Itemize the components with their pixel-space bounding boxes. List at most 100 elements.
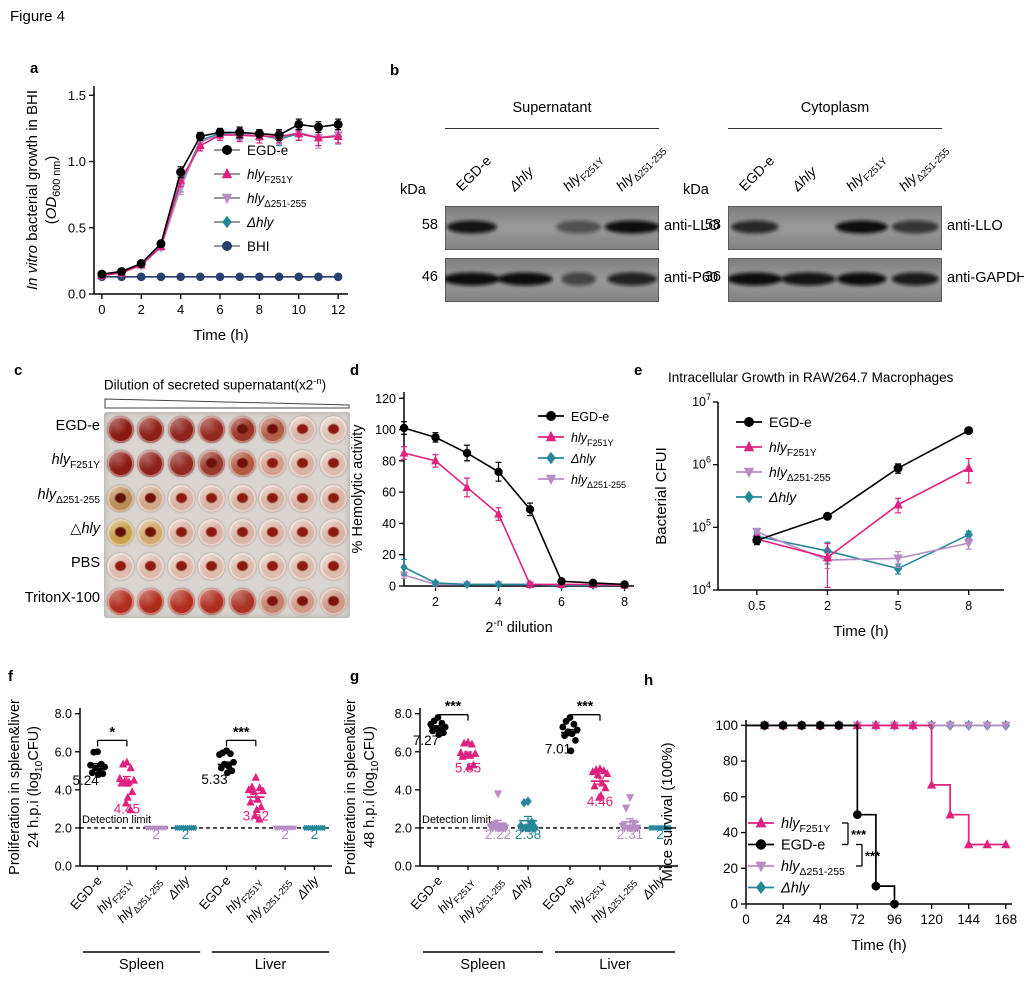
- svg-text:120: 120: [375, 392, 396, 406]
- rbc-pellet: [145, 561, 157, 572]
- svg-text:106: 106: [692, 455, 711, 472]
- plate-well: [137, 587, 165, 615]
- rbc-pellet: [267, 595, 278, 606]
- svg-text:0.5: 0.5: [68, 220, 86, 235]
- plate-row-label: EGD-e: [55, 418, 100, 434]
- svg-text:1.0: 1.0: [68, 154, 86, 169]
- svg-text:7.01: 7.01: [545, 742, 571, 757]
- svg-text:hlyF251Y: hlyF251Y: [769, 439, 817, 459]
- svg-text:168: 168: [995, 912, 1018, 927]
- rbc-pellet: [175, 561, 187, 572]
- svg-text:120: 120: [920, 912, 943, 927]
- panel-e-label: e: [634, 362, 643, 379]
- svg-text:5.24: 5.24: [72, 773, 99, 788]
- svg-text:8.0: 8.0: [55, 707, 72, 721]
- svg-text:0: 0: [730, 897, 738, 912]
- svg-text:hlyΔ251-255: hlyΔ251-255: [247, 191, 306, 210]
- svg-text:40: 40: [382, 517, 396, 531]
- svg-text:Time (h): Time (h): [193, 327, 248, 344]
- plate-well: [259, 587, 286, 615]
- plate-well: [228, 450, 256, 478]
- svg-text:***: ***: [233, 723, 250, 739]
- svg-text:4.46: 4.46: [587, 794, 613, 809]
- plate-row-label: hlyF251Y: [51, 452, 100, 472]
- svg-text:hlyF251Y: hlyF251Y: [571, 431, 614, 448]
- rbc-pellet: [206, 526, 218, 537]
- svg-text:12: 12: [331, 302, 345, 317]
- panel-b-label: b: [390, 62, 400, 79]
- svg-text:100: 100: [375, 423, 396, 437]
- rbc-pellet: [236, 458, 248, 469]
- svg-text:Time (h): Time (h): [833, 623, 888, 640]
- svg-text:Spleen: Spleen: [119, 957, 164, 973]
- lane-label: hlyF251Y: [559, 155, 607, 194]
- svg-text:6: 6: [216, 302, 223, 317]
- svg-text:hlyΔ251-255: hlyΔ251-255: [769, 464, 831, 484]
- svg-text:EGD-e: EGD-e: [571, 410, 609, 424]
- svg-text:10: 10: [292, 302, 306, 317]
- svg-text:EGD-e: EGD-e: [769, 414, 812, 430]
- svg-text:1.5: 1.5: [68, 88, 86, 103]
- plate-row-label: TritonX-100: [24, 589, 100, 606]
- svg-text:40: 40: [723, 825, 738, 840]
- svg-text:4.0: 4.0: [395, 783, 412, 797]
- plate-well: [319, 416, 347, 443]
- kda-value: 58: [421, 217, 438, 233]
- svg-text:24: 24: [776, 912, 792, 927]
- svg-text:Detection limit: Detection limit: [82, 814, 151, 826]
- lane-label: EGD-e: [452, 152, 495, 194]
- svg-text:Liver: Liver: [255, 957, 287, 973]
- dilution-wedge-icon: [104, 398, 350, 409]
- svg-text:Δhly: Δhly: [506, 872, 536, 903]
- mice-survival-chart: 0 24 48 72 96 120 144 168 0 20 40 60 80 100 Time (h) Mi…: [659, 718, 1018, 954]
- svg-text:Δhly: Δhly: [780, 881, 810, 897]
- svg-text:In vitro bacterial growth in B: In vitro bacterial growth in BHI: [24, 90, 41, 290]
- plate-well: [107, 450, 134, 478]
- plate-well: [167, 416, 195, 443]
- lane-label: hlyF251Y: [842, 155, 890, 194]
- svg-text:80: 80: [723, 754, 738, 769]
- cytoplasm-blot: Cytoplasm EGD-e Δhly hlyF251Y hlyΔ251-255 kDa…: [683, 78, 1024, 318]
- svg-text:6.0: 6.0: [55, 745, 72, 759]
- plate-well: [259, 450, 286, 478]
- svg-text:2.38: 2.38: [515, 827, 541, 842]
- svg-text:2: 2: [311, 827, 319, 842]
- rbc-pellet: [115, 526, 126, 537]
- rbc-pellet: [297, 424, 309, 434]
- svg-text:8.0: 8.0: [395, 707, 412, 721]
- rbc-pellet: [267, 424, 278, 434]
- blot-title-underline: [445, 128, 659, 129]
- svg-text:EGD-e: EGD-e: [247, 143, 288, 158]
- plate-well: [289, 416, 317, 443]
- plate-well: [167, 518, 195, 546]
- svg-text:Δhly: Δhly: [164, 872, 194, 903]
- plate-well: [167, 553, 195, 581]
- svg-text:2: 2: [182, 827, 190, 842]
- svg-text:100: 100: [715, 718, 738, 733]
- plate-well: [319, 587, 347, 615]
- antibody-label: anti-GAPDH: [947, 270, 1024, 286]
- rbc-pellet: [175, 526, 187, 537]
- svg-text:60: 60: [723, 789, 738, 804]
- svg-text:Intracellular Growth in RAW264: Intracellular Growth in RAW264.7 Macroph…: [668, 370, 954, 385]
- kda-value: 58: [704, 217, 721, 233]
- rbc-pellet: [327, 526, 339, 537]
- rbc-pellet: [327, 595, 339, 606]
- svg-text:hlyΔ251-255: hlyΔ251-255: [571, 473, 626, 490]
- svg-text:7.27: 7.27: [413, 733, 439, 748]
- svg-text:20: 20: [723, 861, 738, 876]
- svg-text:Δhly: Δhly: [570, 452, 596, 466]
- svg-text:Proliferation in spleen&liver: Proliferation in spleen&liver: [343, 699, 359, 875]
- svg-text:4.45: 4.45: [114, 802, 140, 817]
- rbc-pellet: [145, 492, 157, 503]
- plate-row-label: hlyΔ251-255: [37, 486, 100, 506]
- rbc-pellet: [327, 561, 339, 572]
- antibody-label: anti-LLO: [664, 218, 720, 234]
- plate-well: [228, 518, 256, 546]
- panel-d-label: d: [350, 362, 360, 379]
- svg-text:144: 144: [957, 912, 980, 927]
- svg-text:4.0: 4.0: [55, 783, 72, 797]
- svg-text:96: 96: [887, 912, 902, 927]
- svg-text:6: 6: [558, 595, 565, 609]
- plate-well: [319, 450, 347, 478]
